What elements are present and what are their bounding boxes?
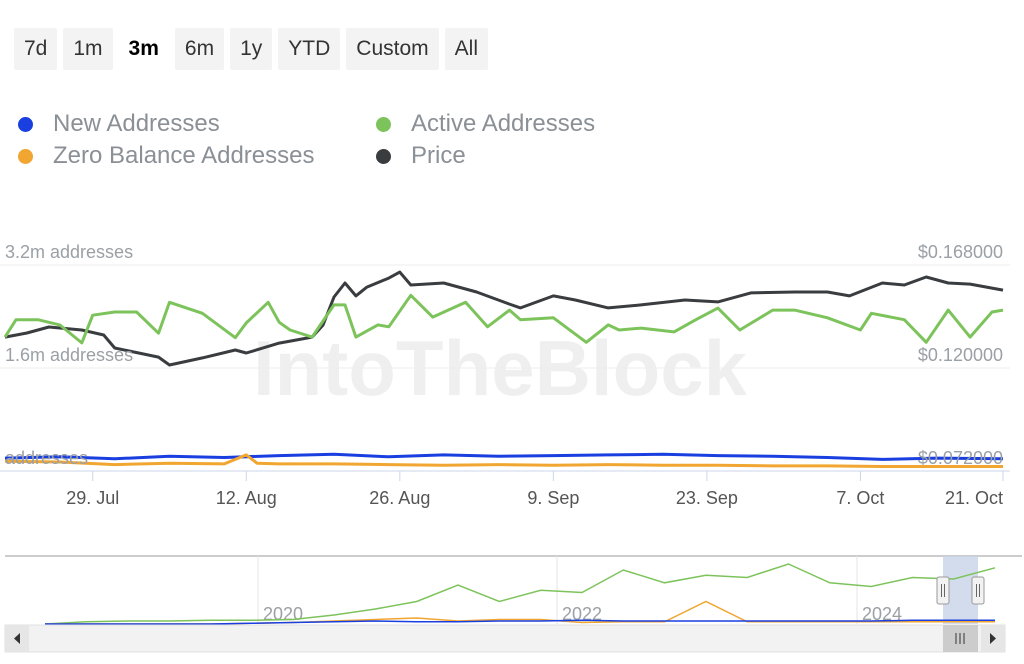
range-all-button[interactable]: All [444, 28, 488, 70]
range-selector: 7d 1m 3m 6m 1y YTD Custom All [14, 28, 488, 70]
arrow-right-icon [990, 633, 996, 644]
navigator-year-label: 2022 [562, 604, 602, 624]
navigator-handle[interactable] [936, 576, 950, 605]
range-3m-button[interactable]: 3m [118, 28, 169, 70]
navigator-handle[interactable] [971, 576, 985, 605]
series-active-addresses [3, 293, 1004, 345]
legend-active-addresses[interactable]: Active Addresses [376, 110, 676, 138]
x-tick-label: 21. Oct [945, 488, 1003, 508]
left-axis-label: 1.6m addresses [5, 345, 133, 365]
legend: New Addresses Active Addresses Zero Bala… [18, 110, 676, 170]
legend-dot-icon [376, 148, 391, 164]
left-axis-label: 3.2m addresses [5, 242, 133, 262]
legend-dot-icon [18, 148, 33, 164]
x-tick-label: 9. Sep [527, 488, 579, 508]
navigator-year-label: 2020 [263, 604, 303, 624]
navigator-series-new [45, 619, 995, 625]
legend-dot-icon [376, 116, 391, 132]
legend-zero-balance-addresses[interactable]: Zero Balance Addresses [18, 142, 376, 170]
legend-price[interactable]: Price [376, 142, 676, 170]
x-tick-label: 23. Sep [676, 488, 738, 508]
series-zero-balance-addresses [4, 453, 1003, 468]
x-tick-label: 26. Aug [369, 488, 430, 508]
range-ytd-button[interactable]: YTD [278, 28, 341, 70]
range-1y-button[interactable]: 1y [230, 28, 273, 70]
legend-label: New Addresses [53, 110, 220, 137]
series-new-addresses [4, 452, 1004, 461]
navigator-year-label: 2024 [862, 604, 902, 624]
legend-dot-icon [18, 116, 33, 132]
right-axis-label: $0.168000 [918, 242, 1003, 262]
legend-label: Active Addresses [411, 110, 596, 137]
range-1m-button[interactable]: 1m [63, 28, 113, 70]
navigator-series-active [44, 563, 996, 625]
legend-label: Price [411, 142, 466, 169]
right-axis-label: $0.072000 [918, 448, 1003, 468]
right-axis-label: $0.120000 [918, 345, 1003, 365]
arrow-left-icon [14, 633, 20, 644]
x-tick-label: 7. Oct [836, 488, 884, 508]
x-tick-label: 29. Jul [66, 488, 119, 508]
x-tick-label: 12. Aug [216, 488, 277, 508]
series-price [4, 270, 1004, 367]
range-custom-button[interactable]: Custom [346, 28, 439, 70]
scrollbar-track[interactable] [4, 624, 1006, 653]
legend-new-addresses[interactable]: New Addresses [18, 110, 376, 138]
range-6m-button[interactable]: 6m [174, 28, 225, 70]
legend-label: Zero Balance Addresses [53, 142, 315, 169]
left-axis-label: addresses [5, 448, 88, 468]
range-7d-button[interactable]: 7d [14, 28, 58, 70]
